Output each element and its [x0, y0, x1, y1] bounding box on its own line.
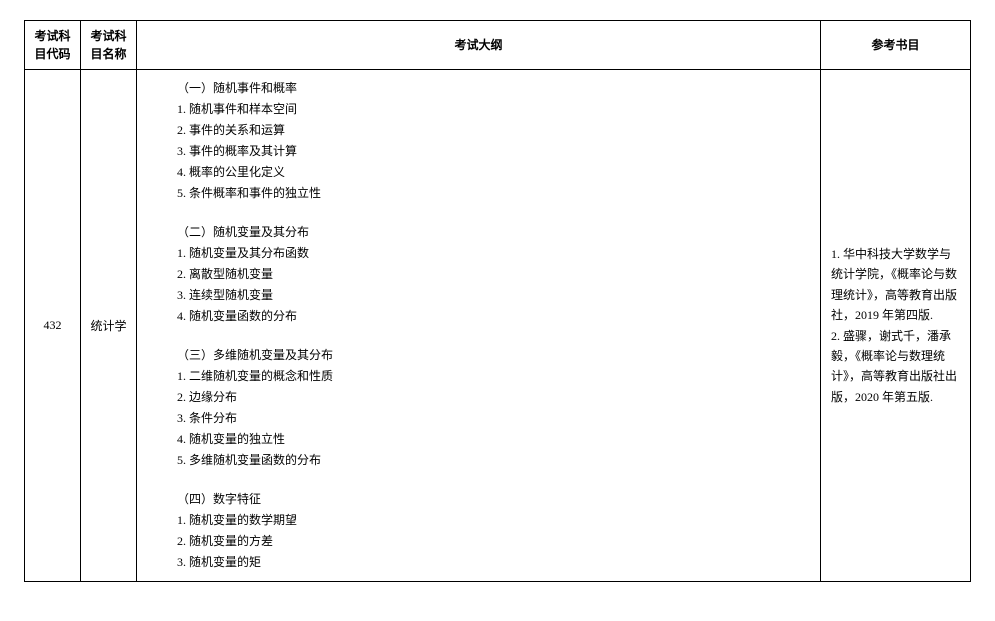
cell-references: 1. 华中科技大学数学与统计学院，《概率论与数理统计》，高等教育出版社，2019… — [821, 70, 971, 582]
outline-line: 5. 条件概率和事件的独立性 — [177, 183, 812, 204]
header-code: 考试科目代码 — [25, 21, 81, 70]
header-outline: 考试大纲 — [137, 21, 821, 70]
cell-outline: （一）随机事件和概率1. 随机事件和样本空间2. 事件的关系和运算3. 事件的概… — [137, 70, 821, 582]
outline-line: 1. 随机变量及其分布函数 — [177, 243, 812, 264]
header-row: 考试科目代码 考试科目名称 考试大纲 参考书目 — [25, 21, 971, 70]
outline-line: 3. 随机变量的矩 — [177, 552, 812, 573]
outline-line: 2. 随机变量的方差 — [177, 531, 812, 552]
cell-code: 432 — [25, 70, 81, 582]
outline-line: 3. 事件的概率及其计算 — [177, 141, 812, 162]
outline-line: 4. 概率的公里化定义 — [177, 162, 812, 183]
outline-line: 3. 条件分布 — [177, 408, 812, 429]
outline-line: 1. 二维随机变量的概念和性质 — [177, 366, 812, 387]
outline-line: 4. 随机变量函数的分布 — [177, 306, 812, 327]
header-references: 参考书目 — [821, 21, 971, 70]
header-name: 考试科目名称 — [81, 21, 137, 70]
outline-line: 1. 随机变量的数学期望 — [177, 510, 812, 531]
cell-name: 统计学 — [81, 70, 137, 582]
outline-line: 4. 随机变量的独立性 — [177, 429, 812, 450]
outline-line: 5. 多维随机变量函数的分布 — [177, 450, 812, 471]
table-row: 432 统计学 （一）随机事件和概率1. 随机事件和样本空间2. 事件的关系和运… — [25, 70, 971, 582]
outline-line: （二）随机变量及其分布 — [177, 222, 812, 243]
outline-line: （四）数字特征 — [177, 489, 812, 510]
syllabus-table: 考试科目代码 考试科目名称 考试大纲 参考书目 432 统计学 （一）随机事件和… — [24, 20, 971, 582]
outline-line: 1. 随机事件和样本空间 — [177, 99, 812, 120]
outline-line: （三）多维随机变量及其分布 — [177, 345, 812, 366]
outline-line: 3. 连续型随机变量 — [177, 285, 812, 306]
outline-line: （一）随机事件和概率 — [177, 78, 812, 99]
outline-line: 2. 事件的关系和运算 — [177, 120, 812, 141]
outline-line: 2. 边缘分布 — [177, 387, 812, 408]
outline-line: 2. 离散型随机变量 — [177, 264, 812, 285]
